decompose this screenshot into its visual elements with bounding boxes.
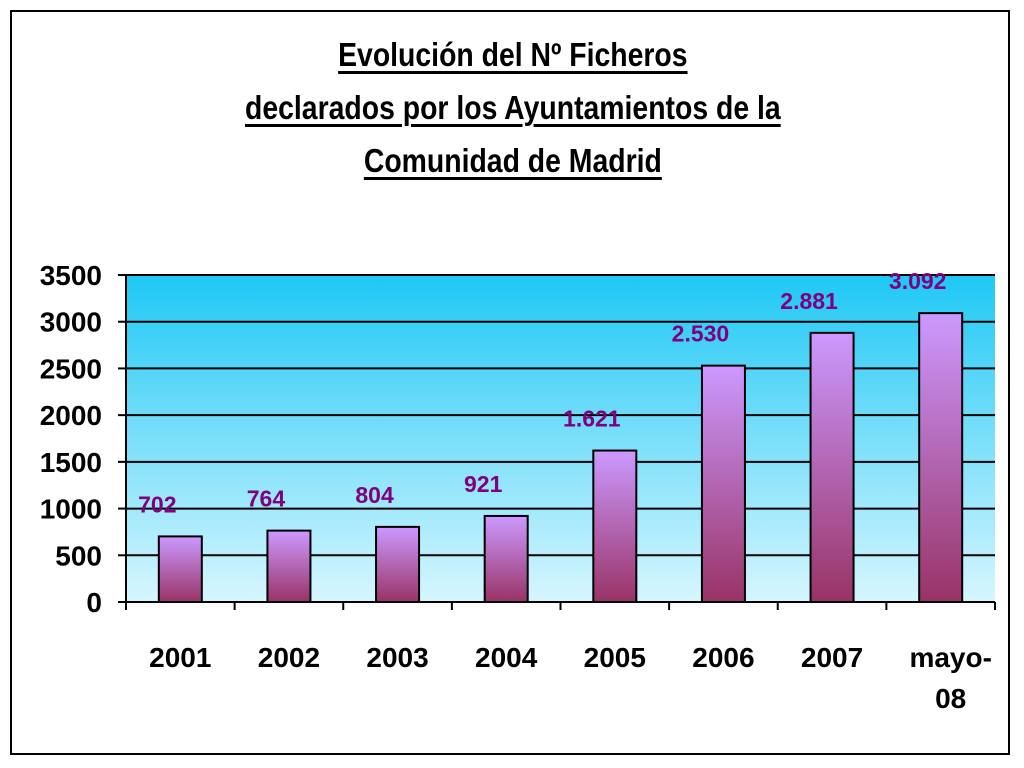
x-tick-label: 2002 <box>258 642 320 673</box>
data-label: 921 <box>464 471 503 497</box>
chart-title-line-1: Evolución del Nº Ficheros <box>338 36 688 73</box>
bar <box>918 312 964 603</box>
x-tick-label: 08 <box>935 683 966 714</box>
x-tick-label: 2004 <box>475 642 538 673</box>
chart-title-line-3: Comunidad de Madrid <box>363 142 662 179</box>
plot-area <box>126 275 995 602</box>
bar <box>375 525 421 603</box>
y-tick-label: 3500 <box>40 260 102 291</box>
y-tick-label: 2500 <box>40 353 102 384</box>
bar <box>809 331 855 603</box>
x-tick-label: 2007 <box>801 642 863 673</box>
data-label: 702 <box>138 491 176 517</box>
data-label: 764 <box>247 486 286 512</box>
bar <box>266 529 312 603</box>
data-label: 2.530 <box>672 321 730 347</box>
y-tick-label: 0 <box>86 587 102 618</box>
y-tick-label: 3000 <box>40 307 102 338</box>
bar <box>483 514 529 603</box>
bar <box>157 535 203 604</box>
y-tick-label: 1000 <box>40 494 102 525</box>
x-tick-label: 2006 <box>692 642 754 673</box>
bar <box>592 449 638 603</box>
y-tick-label: 1500 <box>40 447 102 478</box>
bar <box>700 364 746 603</box>
data-label: 2.881 <box>780 288 838 314</box>
data-label: 804 <box>355 482 394 508</box>
data-label: 1.621 <box>563 406 621 432</box>
data-label: 3.092 <box>889 268 947 294</box>
x-tick-label: 2003 <box>366 642 428 673</box>
y-tick-label: 500 <box>55 540 102 571</box>
chart-title-line-2: declarados por los Ayuntamientos de la <box>245 89 781 126</box>
chart-title: Evolución del Nº Ficheros declarados por… <box>73 28 954 187</box>
x-tick-label: mayo- <box>909 642 991 673</box>
y-tick-label: 2000 <box>40 400 102 431</box>
x-tick-label: 2001 <box>149 642 211 673</box>
x-tick-label: 2005 <box>584 642 646 673</box>
